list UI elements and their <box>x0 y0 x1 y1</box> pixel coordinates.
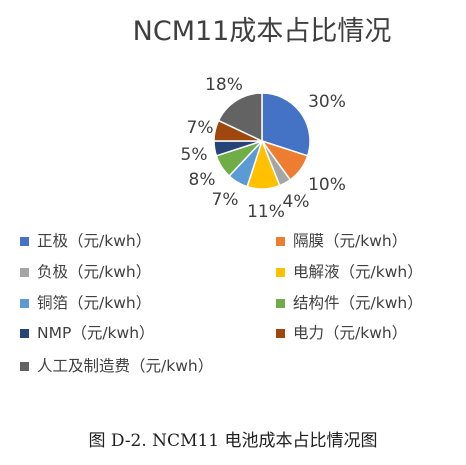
legend-swatch <box>20 299 29 308</box>
figure-caption: 图 D-2. NCM11 电池成本占比情况图 <box>88 431 378 451</box>
legend-swatch <box>20 362 29 371</box>
slice-data-label: 4% <box>283 192 310 212</box>
pie-slice <box>217 92 263 143</box>
pie-chart: NCM11成本占比情况 30%10%4%11%7%8%5%7%18% 正极（元/… <box>20 16 423 375</box>
legend-label: 隔膜（元/kwh） <box>293 232 407 250</box>
legend-swatch <box>276 268 285 277</box>
slice-data-label: 8% <box>189 170 216 190</box>
legend-label: 铜箔（元/kwh） <box>37 294 151 312</box>
slice-data-label: 11% <box>247 202 285 222</box>
slice-data-label: 10% <box>308 175 346 195</box>
legend-swatch <box>20 329 29 338</box>
slice-data-label: 30% <box>308 92 346 112</box>
legend-swatch <box>20 268 29 277</box>
data-labels: 30%10%4%11%7%8%5%7%18% <box>181 75 346 222</box>
slice-data-label: 7% <box>212 190 239 210</box>
pie-slice <box>261 92 311 157</box>
legend-label: 正极（元/kwh） <box>37 232 151 250</box>
slice-data-label: 18% <box>205 75 243 95</box>
legend-label: 负极（元/kwh） <box>37 263 151 281</box>
slice-data-label: 5% <box>181 145 208 165</box>
legend-swatch <box>276 329 285 338</box>
legend-label: 结构件（元/kwh） <box>293 294 423 312</box>
legend-label: NMP（元/kwh） <box>37 324 155 342</box>
legend-swatch <box>20 237 29 246</box>
chart-title: NCM11成本占比情况 <box>133 16 392 47</box>
legend: 正极（元/kwh） 隔膜（元/kwh） 负极（元/kwh） 电解液（元/kwh） 铜箔（… <box>20 232 423 375</box>
legend-swatch <box>276 237 285 246</box>
legend-label: 电力（元/kwh） <box>293 324 407 342</box>
legend-label: 电解液（元/kwh） <box>293 263 423 281</box>
slice-data-label: 7% <box>187 118 214 138</box>
legend-swatch <box>276 299 285 308</box>
pie-group <box>213 92 311 190</box>
legend-label: 人工及制造费（元/kwh） <box>37 357 213 375</box>
